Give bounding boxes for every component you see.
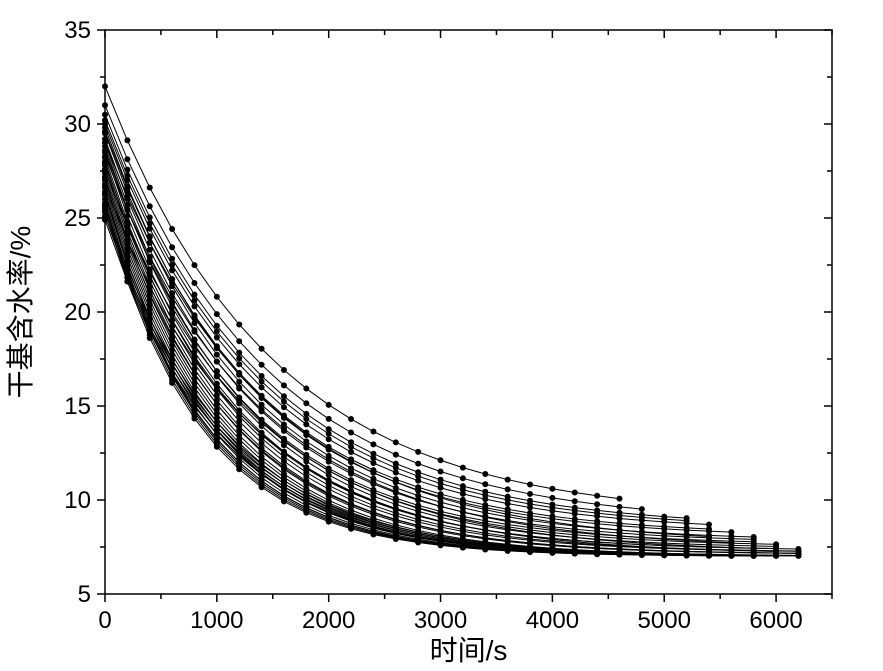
x-tick-label: 3000 — [414, 607, 467, 634]
chart-container: 0 1000 2000 3000 4000 5000 6000 5 10 15 20 25 30 35 时间… — [0, 0, 883, 671]
x-tick-label: 6000 — [749, 607, 802, 634]
x-tick-label: 0 — [98, 607, 111, 634]
x-tick-label: 1000 — [190, 607, 243, 634]
y-tick-label: 20 — [64, 299, 91, 326]
y-tick-label: 5 — [78, 581, 91, 608]
x-tick-label: 5000 — [638, 607, 691, 634]
x-tick-label: 4000 — [526, 607, 579, 634]
y-axis-title: 干基含水率/% — [5, 226, 36, 399]
y-tick-label: 15 — [64, 393, 91, 420]
y-tick-label: 35 — [64, 17, 91, 44]
line-chart: 0 1000 2000 3000 4000 5000 6000 5 10 15 20 25 30 35 时间… — [0, 0, 883, 671]
y-tick-label: 30 — [64, 111, 91, 138]
x-axis-title: 时间/s — [430, 635, 508, 666]
y-tick-label: 25 — [64, 205, 91, 232]
y-tick-label: 10 — [64, 487, 91, 514]
x-tick-label: 2000 — [302, 607, 355, 634]
